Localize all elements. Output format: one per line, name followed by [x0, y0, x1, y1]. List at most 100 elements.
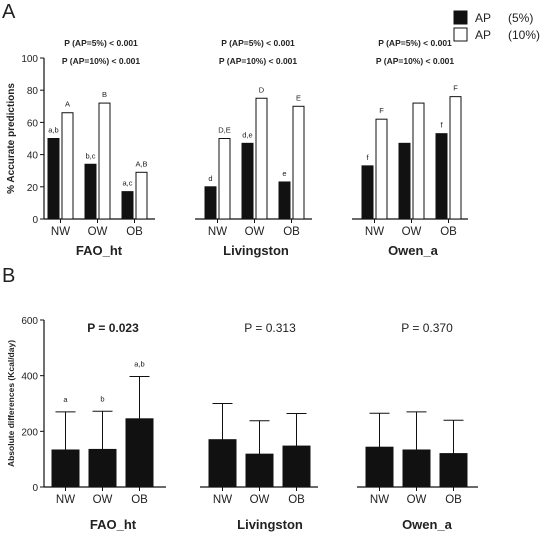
- bar-ap10: [135, 171, 148, 220]
- x-tick-label-a: OB: [126, 226, 143, 238]
- p-value-annotation: P (AP=5%) < 0.001: [378, 38, 452, 48]
- significance-letter: f: [440, 121, 443, 130]
- x-tick-label-b: OW: [407, 494, 427, 506]
- y-tick-label-b: 0: [32, 483, 38, 494]
- group-label-b: Owen_a: [402, 517, 453, 532]
- p-value-annotation: P (AP=10%) < 0.001: [376, 56, 455, 66]
- significance-letter: F: [379, 106, 384, 115]
- x-tick-label-b: OW: [250, 494, 270, 506]
- significance-letter: a,c: [122, 179, 132, 188]
- y-tick-label-a: 80: [27, 86, 39, 97]
- bar-ap10: [412, 102, 425, 220]
- significance-letter: B: [102, 90, 107, 99]
- y-tick-label-b: 600: [21, 316, 38, 327]
- bar-ap5: [121, 191, 134, 220]
- panel-label-a: A: [2, 1, 16, 23]
- p-value-annotation: P = 0.370: [401, 321, 453, 335]
- significance-letter: e: [282, 169, 286, 178]
- significance-letter: d,e: [242, 130, 252, 139]
- x-tick-label-b: NW: [370, 494, 389, 506]
- x-tick-label-b: OB: [131, 494, 148, 506]
- bar-ap5: [241, 142, 254, 220]
- bar-ap10: [61, 112, 74, 220]
- bar: [51, 449, 80, 488]
- x-tick-label-a: OW: [402, 226, 422, 238]
- x-tick-label-b: OB: [445, 494, 462, 506]
- p-value-annotation: P (AP=10%) < 0.001: [62, 56, 141, 66]
- significance-letter: a,b: [134, 360, 144, 369]
- p-value-annotation: P (AP=5%) < 0.001: [64, 38, 138, 48]
- legend-name: AP: [475, 11, 491, 25]
- bar-ap10: [218, 138, 231, 220]
- p-value-annotation: P = 0.313: [244, 321, 296, 335]
- significance-letter: b,c: [85, 151, 95, 160]
- y-axis-label-b: Absolute differences (Kcal/day): [6, 340, 16, 467]
- y-tick-label-b: 400: [21, 372, 38, 383]
- bar: [208, 439, 237, 488]
- bar: [402, 449, 431, 488]
- significance-letter: D: [259, 85, 265, 94]
- bar-ap10: [375, 118, 388, 220]
- x-tick-label-a: NW: [51, 226, 70, 238]
- bar-ap10: [449, 96, 462, 220]
- significance-letter: D,E: [218, 126, 231, 135]
- group-label-a: Owen_a: [388, 243, 439, 258]
- y-axis-label-a: % Accurate predictions: [6, 83, 17, 194]
- bar-ap5: [398, 142, 411, 220]
- y-tick-label-b: 200: [21, 427, 38, 438]
- bar-ap10: [98, 102, 111, 220]
- x-tick-label-a: OB: [440, 226, 457, 238]
- panel-label-b: B: [2, 265, 15, 287]
- y-tick-label-a: 100: [21, 54, 38, 65]
- bar: [88, 448, 117, 488]
- bar-ap5: [278, 181, 291, 220]
- bar-ap10: [255, 97, 268, 220]
- group-label-b: Livingston: [237, 517, 303, 532]
- y-tick-label-a: 40: [27, 151, 39, 162]
- significance-letter: b: [100, 394, 104, 403]
- p-value-annotation: P = 0.023: [87, 321, 139, 335]
- legend-name: AP: [475, 28, 491, 42]
- bar-ap10: [292, 105, 305, 220]
- y-tick-label-a: 20: [27, 183, 39, 194]
- x-tick-label-b: OW: [93, 494, 113, 506]
- x-tick-label-b: OB: [288, 494, 305, 506]
- p-value-annotation: P (AP=10%) < 0.001: [219, 56, 298, 66]
- bar: [125, 418, 154, 488]
- x-tick-label-a: OW: [245, 226, 265, 238]
- significance-letter: f: [366, 153, 369, 162]
- y-tick-label-a: 60: [27, 118, 39, 129]
- bar-ap5: [204, 186, 217, 220]
- group-label-a: FAO_ht: [76, 243, 123, 258]
- bar: [365, 446, 394, 488]
- group-label-a: Livingston: [223, 243, 289, 258]
- legend-swatch: [453, 27, 468, 42]
- bar: [439, 453, 468, 488]
- x-tick-label-b: NW: [56, 494, 75, 506]
- x-tick-label-a: OB: [283, 226, 300, 238]
- bar-ap5: [84, 163, 97, 220]
- x-tick-label-a: NW: [208, 226, 227, 238]
- p-value-annotation: P (AP=5%) < 0.001: [221, 38, 295, 48]
- significance-letter: A: [65, 100, 70, 109]
- significance-letter: d: [208, 174, 212, 183]
- bar: [282, 445, 311, 488]
- x-tick-label-a: NW: [365, 226, 384, 238]
- significance-letter: A,B: [135, 159, 147, 168]
- legend-suffix: (5%): [508, 11, 533, 25]
- bar: [245, 453, 274, 488]
- bar-ap5: [361, 165, 374, 220]
- group-label-b: FAO_ht: [90, 517, 137, 532]
- y-tick-label-a: 0: [32, 215, 38, 226]
- legend-swatch: [453, 10, 468, 25]
- x-tick-label-b: NW: [213, 494, 232, 506]
- significance-letter: F: [453, 84, 458, 93]
- legend-suffix: (10%): [508, 28, 540, 42]
- significance-letter: a: [63, 395, 68, 404]
- significance-letter: a,b: [48, 126, 58, 135]
- bar-ap5: [435, 133, 448, 220]
- x-tick-label-a: OW: [88, 226, 108, 238]
- bar-ap5: [47, 138, 60, 220]
- significance-letter: E: [296, 93, 301, 102]
